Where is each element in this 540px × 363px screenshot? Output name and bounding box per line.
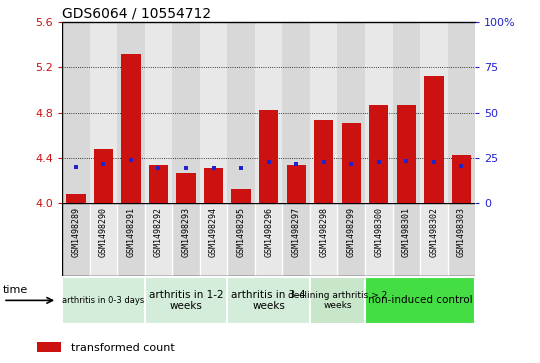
Text: GSM1498290: GSM1498290 (99, 207, 108, 257)
Text: GSM1498299: GSM1498299 (347, 207, 356, 257)
Text: GSM1498297: GSM1498297 (292, 207, 301, 257)
Text: declining arthritis > 2
weeks: declining arthritis > 2 weeks (288, 291, 387, 310)
FancyBboxPatch shape (365, 203, 393, 276)
Bar (37, 342, 61, 351)
FancyBboxPatch shape (338, 203, 365, 276)
Text: non-induced control: non-induced control (368, 295, 472, 305)
FancyBboxPatch shape (448, 203, 475, 276)
Bar (122, 53, 140, 203)
Text: GSM1498295: GSM1498295 (237, 207, 246, 257)
Bar (149, 165, 168, 203)
Bar (369, 105, 388, 203)
Bar (200, 22, 227, 203)
Bar (338, 22, 365, 203)
Text: transformed count: transformed count (71, 343, 174, 353)
FancyBboxPatch shape (117, 203, 145, 276)
Bar (90, 22, 117, 203)
Bar (365, 22, 393, 203)
FancyBboxPatch shape (310, 277, 365, 324)
Bar (259, 110, 278, 203)
FancyBboxPatch shape (145, 277, 227, 324)
Text: GSM1498301: GSM1498301 (402, 207, 411, 257)
Text: GSM1498294: GSM1498294 (209, 207, 218, 257)
Bar (66, 194, 85, 203)
Text: GSM1498291: GSM1498291 (126, 207, 136, 257)
Text: GSM1498298: GSM1498298 (319, 207, 328, 257)
FancyBboxPatch shape (90, 203, 117, 276)
Text: GSM1498292: GSM1498292 (154, 207, 163, 257)
Bar (94, 149, 113, 203)
FancyBboxPatch shape (62, 203, 90, 276)
Text: GSM1498296: GSM1498296 (264, 207, 273, 257)
FancyBboxPatch shape (172, 203, 200, 276)
FancyBboxPatch shape (365, 277, 475, 324)
FancyBboxPatch shape (200, 203, 227, 276)
Bar (177, 173, 195, 203)
Bar (204, 168, 223, 203)
Bar (232, 188, 251, 203)
Text: GSM1498300: GSM1498300 (374, 207, 383, 257)
Text: arthritis in 1-2
weeks: arthritis in 1-2 weeks (148, 290, 224, 311)
FancyBboxPatch shape (145, 203, 172, 276)
Bar (310, 22, 338, 203)
FancyBboxPatch shape (62, 277, 145, 324)
FancyBboxPatch shape (420, 203, 448, 276)
Text: GSM1498303: GSM1498303 (457, 207, 466, 257)
Bar (420, 22, 448, 203)
Text: GSM1498289: GSM1498289 (71, 207, 80, 257)
FancyBboxPatch shape (255, 203, 282, 276)
Bar (282, 22, 310, 203)
Bar (393, 22, 420, 203)
Bar (287, 165, 306, 203)
FancyBboxPatch shape (393, 203, 420, 276)
Bar (255, 22, 282, 203)
Text: GDS6064 / 10554712: GDS6064 / 10554712 (62, 7, 211, 21)
Bar (397, 105, 416, 203)
Bar (62, 22, 90, 203)
Bar (452, 155, 471, 203)
Text: time: time (3, 285, 29, 295)
Bar (172, 22, 200, 203)
Text: GSM1498293: GSM1498293 (181, 207, 191, 257)
Bar (424, 76, 443, 203)
FancyBboxPatch shape (310, 203, 338, 276)
Text: GSM1498302: GSM1498302 (429, 207, 438, 257)
Bar (227, 22, 255, 203)
FancyBboxPatch shape (227, 277, 310, 324)
Bar (342, 123, 361, 203)
Bar (448, 22, 475, 203)
Bar (314, 121, 333, 203)
Text: arthritis in 0-3 days: arthritis in 0-3 days (62, 296, 145, 305)
Bar (117, 22, 145, 203)
Text: arthritis in 3-4
weeks: arthritis in 3-4 weeks (231, 290, 306, 311)
FancyBboxPatch shape (227, 203, 255, 276)
FancyBboxPatch shape (282, 203, 310, 276)
Bar (145, 22, 172, 203)
